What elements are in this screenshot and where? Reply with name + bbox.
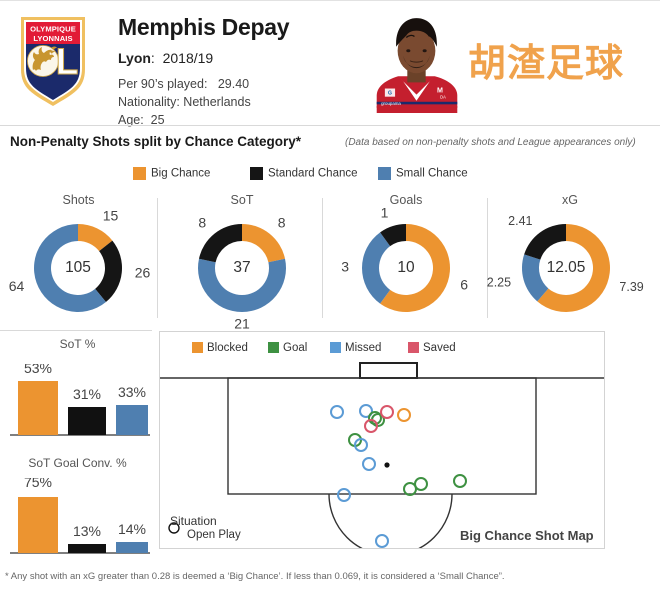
svg-text:31%: 31% [73, 386, 101, 402]
svg-text:37: 37 [233, 259, 250, 276]
svg-text:L: L [56, 41, 79, 82]
svg-text:1: 1 [381, 205, 389, 221]
svg-text:7.39: 7.39 [619, 280, 643, 294]
svg-text:13%: 13% [73, 523, 101, 539]
svg-text:21: 21 [234, 316, 250, 332]
svg-text:26: 26 [135, 265, 151, 281]
svg-text:M: M [437, 87, 443, 95]
svg-text:10: 10 [397, 259, 415, 276]
svg-text:OLYMPIQUE: OLYMPIQUE [30, 25, 76, 34]
svg-text:DA: DA [440, 95, 446, 100]
svg-text:G: G [388, 91, 392, 97]
svg-text:75%: 75% [24, 478, 52, 490]
svg-text:groupama: groupama [381, 101, 401, 106]
svg-text:15: 15 [103, 207, 119, 223]
svg-text:53%: 53% [24, 364, 52, 376]
svg-text:105: 105 [65, 259, 91, 276]
svg-text:8: 8 [278, 214, 286, 230]
svg-text:33%: 33% [118, 384, 146, 400]
svg-text:2.25: 2.25 [487, 276, 511, 290]
svg-text:8: 8 [198, 214, 206, 230]
svg-text:12.05: 12.05 [547, 259, 586, 276]
svg-text:64: 64 [9, 278, 25, 294]
svg-text:6: 6 [460, 276, 468, 292]
svg-text:14%: 14% [118, 521, 146, 537]
svg-text:2.41: 2.41 [508, 214, 532, 228]
svg-text:3: 3 [341, 259, 349, 275]
